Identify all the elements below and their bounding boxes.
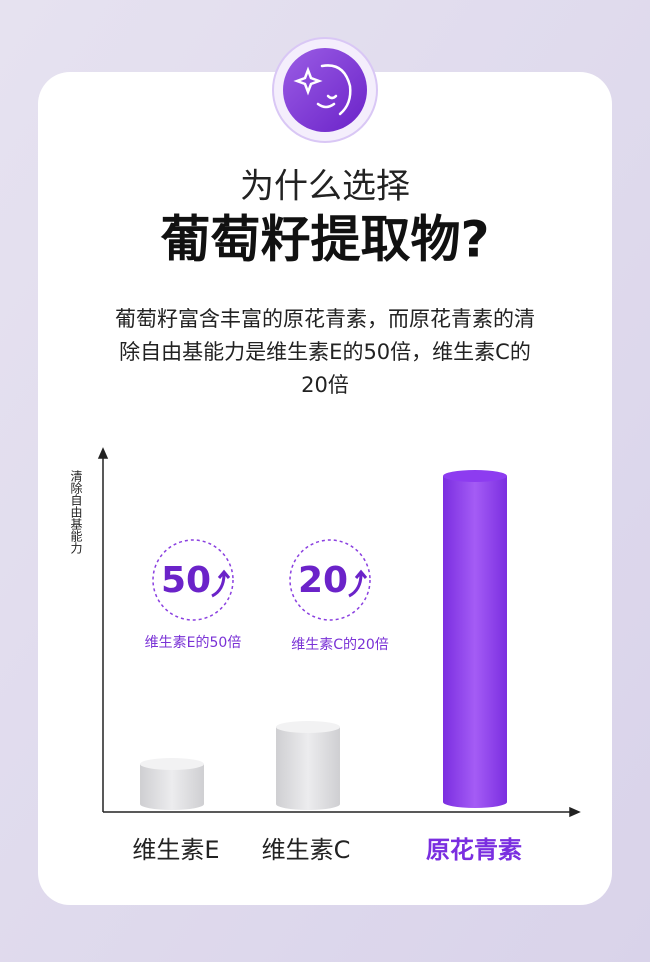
category-label: 原花青素: [426, 836, 522, 864]
axes: [97, 447, 581, 818]
badge-arrow: [348, 569, 368, 598]
cylinder: [276, 721, 340, 810]
y-axis-label: 清除自由基能力: [69, 470, 83, 555]
badge-circle: [289, 539, 371, 621]
title-line2: 葡萄籽提取物?: [160, 211, 489, 269]
cylinder: [443, 470, 507, 808]
badge-number: 20: [298, 560, 348, 601]
category-label: 维生素E: [132, 836, 219, 864]
description-line: 20倍: [301, 373, 349, 397]
description-line: 葡萄籽富含丰富的原花青素，而原花青素的清: [115, 307, 535, 331]
title-line1: 为什么选择: [240, 167, 410, 207]
badge-caption: 维生素E的50倍: [145, 635, 242, 651]
badge-arrow: [211, 569, 231, 598]
badge-number: 50: [161, 560, 211, 601]
badge-circle: [152, 539, 234, 621]
category-label: 维生素C: [262, 836, 351, 864]
cylinder: [140, 758, 204, 810]
icon: [272, 37, 378, 143]
description-line: 除自由基能力是维生素E的50倍，维生素C的: [119, 340, 531, 364]
badge-caption: 维生素C的20倍: [291, 637, 389, 653]
